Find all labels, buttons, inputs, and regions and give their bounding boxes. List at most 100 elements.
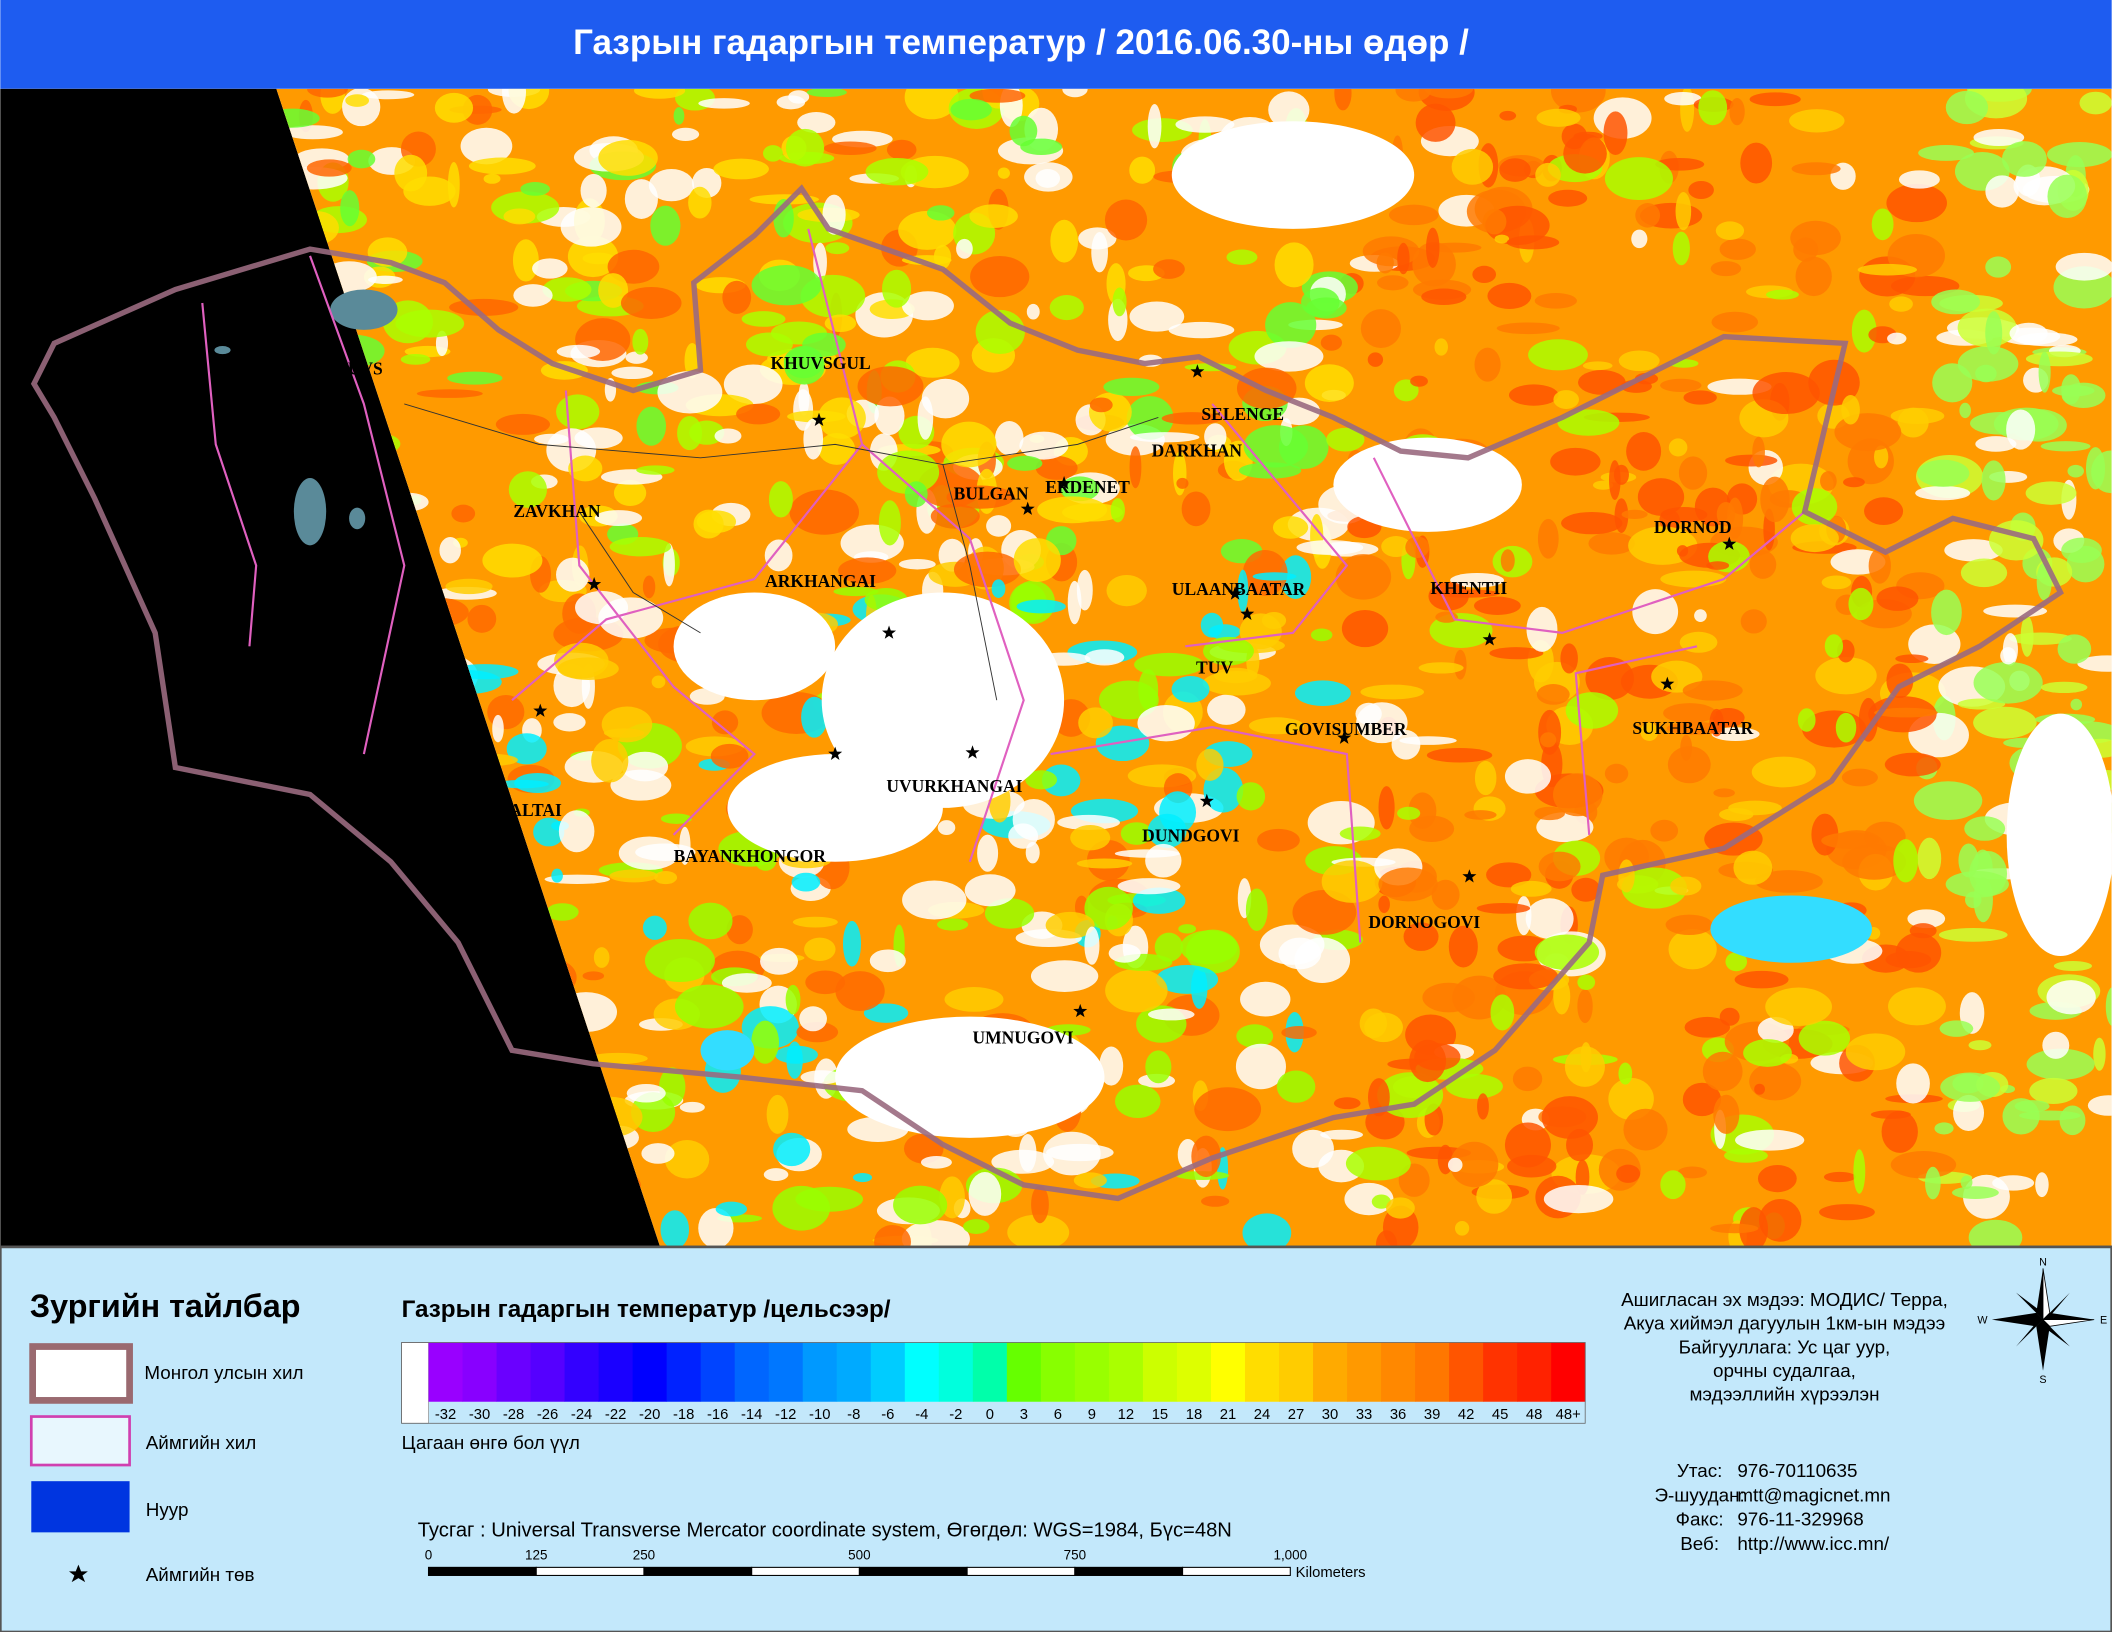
raster-blob <box>513 284 553 307</box>
raster-blob <box>1582 361 1613 371</box>
raster-blob <box>1507 1154 1557 1178</box>
raster-blob <box>1360 309 1401 348</box>
raster-blob <box>1765 987 1833 1027</box>
province-label: KHENTII <box>1430 578 1507 598</box>
scale-label: 42 <box>1458 1407 1474 1423</box>
lake <box>293 478 327 546</box>
raster-blob <box>620 286 682 319</box>
raster-blob <box>1477 1093 1489 1120</box>
raster-blob <box>1321 860 1383 903</box>
raster-blob <box>593 947 610 968</box>
raster-blob <box>282 125 343 140</box>
raster-blob <box>1451 148 1494 185</box>
raster-blob <box>483 173 501 184</box>
raster-blob <box>468 157 536 175</box>
legend-item: Аймгийн төв <box>146 1564 255 1585</box>
color-cell <box>1517 1342 1552 1402</box>
scale-label: 6 <box>1054 1407 1062 1423</box>
raster-blob <box>673 107 685 125</box>
raster-blob <box>1168 321 1235 339</box>
raster-blob <box>823 141 877 155</box>
raster-blob <box>1089 397 1113 413</box>
raster-blob <box>403 176 456 206</box>
raster-blob <box>772 1185 831 1231</box>
raster-blob <box>2025 351 2093 367</box>
raster-blob <box>1099 1046 1124 1086</box>
raster-blob <box>1789 109 1845 133</box>
raster-blob <box>1925 1166 1941 1200</box>
raster-blob <box>975 309 1025 355</box>
raster-blob <box>512 239 539 282</box>
contact-value: 976-70110635 <box>1737 1460 1857 1481</box>
raster-blob <box>434 92 474 123</box>
scale-segment <box>1182 1566 1291 1576</box>
raster-blob <box>1147 103 1162 149</box>
raster-blob <box>1445 1073 1503 1099</box>
raster-blob <box>1025 770 1058 790</box>
raster-blob <box>1341 609 1389 648</box>
raster-blob <box>1375 1230 1398 1247</box>
raster-blob <box>1237 569 1249 612</box>
raster-blob <box>1320 1129 1364 1140</box>
raster-blob <box>944 987 1004 1012</box>
scale-unit: Kilometers <box>1296 1565 1366 1581</box>
color-cell <box>564 1342 600 1402</box>
raster-blob <box>1621 867 1687 909</box>
raster-blob <box>556 394 600 430</box>
raster-blob <box>1240 981 1291 1017</box>
raster-blob <box>1320 334 1343 351</box>
raster-blob <box>368 275 403 284</box>
raster-blob <box>1007 455 1043 471</box>
raster-blob <box>995 421 1024 456</box>
raster-blob <box>1848 587 1874 621</box>
raster-blob <box>968 1172 1002 1216</box>
raster-blob <box>1688 180 1714 200</box>
raster-blob <box>898 558 936 570</box>
raster-blob <box>1710 261 1742 277</box>
raster-blob <box>762 145 783 162</box>
raster-blob <box>1104 199 1148 241</box>
raster-blob <box>2000 647 2017 665</box>
raster-blob <box>1257 828 1300 852</box>
scale-bar: 0 125 250 500 750 1,000 Kilometers <box>425 1547 1366 1581</box>
raster-blob <box>1112 287 1127 317</box>
raster-blob <box>736 403 781 425</box>
raster-blob <box>2001 141 2047 177</box>
raster-blob <box>1035 455 1078 480</box>
capital-star <box>1073 1003 1088 1018</box>
raster-blob <box>580 173 607 208</box>
raster-blob <box>1537 518 1559 559</box>
scale-label: 0 <box>986 1407 994 1423</box>
raster-blob <box>1798 1020 1851 1056</box>
raster-blob <box>1960 1175 1973 1190</box>
raster-blob <box>1953 1094 1985 1131</box>
raster-blob <box>598 140 658 176</box>
scale-label: -12 <box>775 1407 796 1423</box>
raster-blob <box>1667 746 1711 784</box>
raster-blob <box>1496 322 1560 335</box>
raster-blob <box>1843 477 1865 488</box>
capital-star <box>1228 586 1243 600</box>
province-label: DUNDGOVI <box>1142 826 1239 846</box>
province-label: DORNOGOVI <box>1368 912 1480 932</box>
color-bar-frame <box>401 1342 1586 1424</box>
raster-blob <box>1178 924 1197 934</box>
raster-blob <box>936 918 969 931</box>
raster-blob <box>1716 501 1736 527</box>
raster-blob <box>1414 1043 1461 1071</box>
raster-blob <box>1960 558 2008 588</box>
raster-blob <box>1476 1179 1513 1214</box>
raster-blob <box>813 242 827 282</box>
raster-blob <box>1760 476 1790 523</box>
raster-blob <box>520 182 550 196</box>
raster-blob <box>714 428 742 444</box>
raster-blob <box>1734 970 1789 989</box>
raster-blob <box>1754 870 1823 893</box>
raster-blob <box>1884 752 1941 777</box>
raster-blob <box>2059 1105 2086 1136</box>
raster-blob <box>1018 1134 1037 1173</box>
raster-blob <box>1013 538 1061 582</box>
raster-blob <box>1819 1204 1875 1221</box>
raster-blob <box>1985 311 2003 355</box>
raster-blob <box>2053 961 2093 971</box>
